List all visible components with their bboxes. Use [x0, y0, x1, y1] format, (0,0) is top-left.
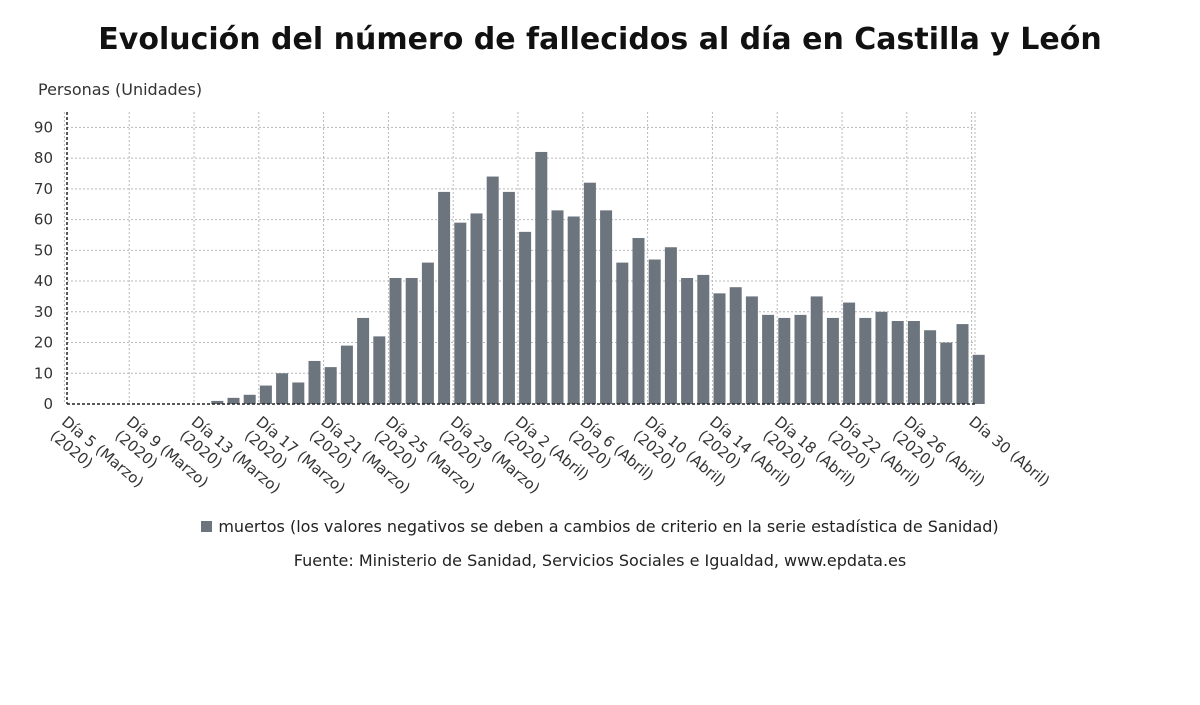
bar [924, 330, 937, 404]
bar-chart: 0 10 20 30 40 50 60 70 80 90 Día 5 (Marzo)(2020) D… [34, 112, 1054, 497]
bar [454, 222, 467, 404]
bar [211, 400, 224, 404]
bar [956, 324, 969, 404]
bar [502, 191, 515, 404]
y-axis-label: Personas (Unidades) [38, 80, 203, 99]
bar [357, 317, 370, 404]
bar [940, 342, 953, 404]
bar [810, 296, 823, 404]
bar [308, 360, 321, 404]
bar [389, 277, 402, 404]
bar [697, 274, 710, 404]
bar [681, 277, 694, 404]
bar [616, 262, 629, 404]
y-tick-label: 80 [34, 149, 53, 167]
bar [843, 302, 856, 404]
bar [745, 296, 758, 404]
bar [648, 259, 661, 404]
bar [891, 321, 904, 404]
legend: muertos (los valores negativos se deben … [0, 517, 1200, 536]
bar [243, 394, 256, 404]
bar [486, 176, 499, 404]
bar [875, 311, 888, 404]
bar [340, 345, 353, 404]
y-tick-labels: 0 10 20 30 40 50 60 70 80 90 [34, 118, 53, 413]
bar [276, 373, 289, 404]
bar [778, 317, 791, 404]
bar [227, 397, 240, 404]
bar [519, 231, 532, 404]
y-tick-label: 40 [34, 272, 53, 290]
bar [794, 314, 807, 404]
y-tick-label: 60 [34, 211, 53, 229]
bar [859, 317, 872, 404]
bar [907, 321, 920, 404]
bar [567, 216, 580, 404]
bar [373, 336, 386, 404]
bar [470, 213, 483, 404]
bar [762, 314, 775, 404]
bar [972, 354, 985, 404]
bar [535, 151, 548, 404]
bar [292, 382, 305, 404]
y-tick-label: 30 [34, 303, 53, 321]
chart-title: Evolución del número de fallecidos al dí… [98, 22, 1102, 57]
y-tick-label: 10 [34, 364, 53, 382]
bar [551, 210, 564, 404]
x-tick-labels: Día 5 (Marzo)(2020) Día 9 (Marzo)(2020) Dí… [47, 412, 1054, 497]
bar [713, 293, 726, 404]
y-tick-label: 70 [34, 180, 53, 198]
bar [632, 238, 645, 404]
bar [324, 367, 337, 404]
bar [729, 287, 742, 404]
y-tick-label: 0 [43, 395, 53, 413]
bar [664, 247, 677, 404]
bar [421, 262, 434, 404]
legend-swatch [201, 521, 213, 532]
y-tick-label: 20 [34, 334, 53, 352]
source-note: Fuente: Ministerio de Sanidad, Servicios… [293, 551, 907, 570]
y-tick-label: 90 [34, 118, 53, 136]
axes [66, 112, 975, 405]
bar [438, 191, 451, 404]
bar [259, 385, 272, 404]
bar [583, 182, 596, 404]
bar [405, 277, 418, 404]
bar [826, 317, 839, 404]
legend-label: muertos (los valores negativos se deben … [218, 517, 999, 536]
bar [600, 210, 613, 404]
bars [211, 151, 985, 404]
y-tick-label: 50 [34, 241, 53, 259]
